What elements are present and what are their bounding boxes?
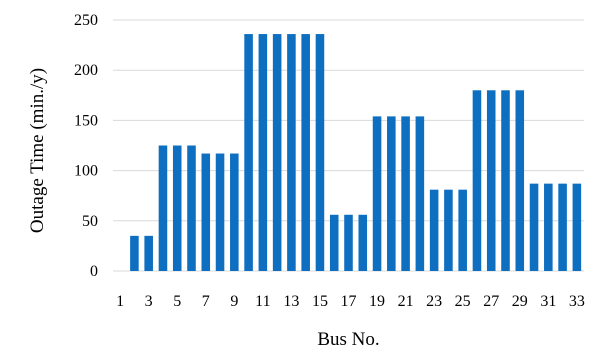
x-tick-label: 5 <box>173 293 181 310</box>
x-tick-label: 3 <box>145 293 153 310</box>
bar-bus-23 <box>429 189 439 271</box>
bar-bus-22 <box>415 116 425 271</box>
y-tick-label: 0 <box>90 263 98 280</box>
x-tick-label: 17 <box>341 293 357 310</box>
bar-bus-15 <box>315 34 325 271</box>
bar-bus-5 <box>172 145 182 271</box>
x-tick-label: 9 <box>230 293 238 310</box>
bar-bus-16 <box>329 214 339 271</box>
x-axis-title: Bus No. <box>317 329 379 350</box>
x-tick-labels: 1 3 5 7 9 11 13 15 17 19 21 23 25 27 29 31 33 <box>116 293 585 310</box>
y-axis-title: Outage Time (min./y) <box>27 68 48 233</box>
bar-bus-30 <box>529 183 539 271</box>
x-tick-label: 15 <box>312 293 328 310</box>
bar-bus-17 <box>344 214 353 271</box>
bar-bus-14 <box>301 34 310 271</box>
x-tick-label: 11 <box>255 293 270 310</box>
bar-bus-2 <box>130 235 139 271</box>
x-tick-label: 1 <box>116 293 124 310</box>
bar-bus-11 <box>258 34 268 271</box>
x-tick-label: 21 <box>398 293 414 310</box>
bar-bus-33 <box>572 183 582 271</box>
y-tick-label: 200 <box>74 62 98 79</box>
x-tick-label: 7 <box>202 293 210 310</box>
x-tick-label: 19 <box>369 293 385 310</box>
bar-bus-27 <box>486 90 496 271</box>
bar-bus-9 <box>230 153 239 271</box>
bar-bus-13 <box>287 34 296 271</box>
x-tick-label: 23 <box>426 293 442 310</box>
y-tick-labels: 0 50 100 150 200 250 <box>74 12 98 280</box>
bar-bus-21 <box>401 116 410 271</box>
bar-bus-19 <box>372 116 382 271</box>
bar-bus-3 <box>144 235 153 271</box>
bars <box>130 34 582 271</box>
bar-bus-18 <box>358 214 368 271</box>
bar-bus-7 <box>201 153 211 271</box>
x-tick-label: 27 <box>483 293 499 310</box>
y-tick-label: 50 <box>82 213 98 230</box>
bar-bus-25 <box>458 189 467 271</box>
x-tick-label: 31 <box>540 293 556 310</box>
bar-bus-31 <box>544 183 553 271</box>
bar-bus-4 <box>158 145 168 271</box>
bar-bus-8 <box>215 153 225 271</box>
bar-bus-32 <box>558 183 567 271</box>
y-tick-label: 250 <box>74 12 98 29</box>
x-tick-label: 33 <box>569 293 585 310</box>
bar-bus-26 <box>472 90 482 271</box>
bar-bus-20 <box>387 116 396 271</box>
x-tick-label: 25 <box>455 293 471 310</box>
bar-bus-12 <box>272 34 282 271</box>
bar-bus-10 <box>244 34 253 271</box>
bar-bus-6 <box>187 145 196 271</box>
x-tick-label: 13 <box>283 293 299 310</box>
bar-bus-28 <box>501 90 510 271</box>
bar-bus-24 <box>444 189 453 271</box>
x-tick-label: 29 <box>512 293 528 310</box>
bar-bus-29 <box>515 90 525 271</box>
y-tick-label: 150 <box>74 112 98 129</box>
y-tick-label: 100 <box>74 163 98 180</box>
